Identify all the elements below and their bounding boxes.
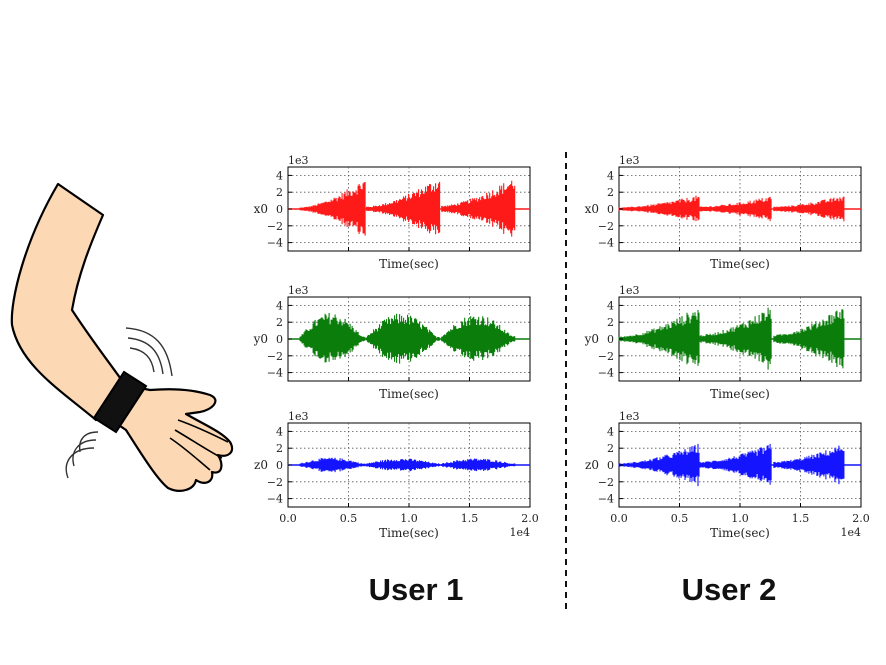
y-tick-label: −2	[598, 476, 614, 489]
x-scale-label: 1e4	[509, 526, 530, 539]
x-axis-label: Time(sec)	[379, 526, 439, 540]
y-tick-label: −2	[598, 220, 614, 233]
x-axis-label: Time(sec)	[379, 257, 439, 271]
y-tick-label: 0	[607, 459, 614, 472]
y-tick-label: −2	[267, 220, 283, 233]
signal-burst-3	[773, 309, 845, 369]
signal-burst-3	[773, 196, 845, 222]
signal-burst-1	[299, 313, 366, 363]
user-2-label: User 2	[682, 572, 777, 607]
x-tick-label: 2.0	[852, 512, 870, 525]
plot-user-2-y0: 4 2 0 −2 −4 1e3 y0 Time(sec)	[584, 284, 862, 401]
wristband-icon	[92, 370, 148, 434]
y-tick-label: 2	[607, 186, 614, 199]
signal-burst-3	[773, 445, 845, 485]
x-tick-label: 1.0	[731, 512, 749, 525]
signal-burst-2	[366, 313, 441, 364]
y-axis-label: x0	[585, 202, 599, 216]
signal-burst-2	[366, 458, 441, 472]
y-scale-label: 1e3	[619, 284, 640, 297]
x-tick-label: 0.5	[340, 512, 358, 525]
y-tick-label: 2	[276, 316, 283, 329]
x-scale-label: 1e4	[840, 526, 861, 539]
x-tick-label: 0.0	[279, 512, 297, 525]
user-1-label: User 1	[369, 572, 464, 607]
plot-user-1-z0: 4 2 0 −2 −4 0.0 0.5 1.0 1.5 2.0 1e3 1e4 z0 Time(sec)	[254, 410, 539, 540]
y-tick-label: 4	[276, 299, 283, 312]
signal-burst-2	[699, 307, 772, 370]
y-scale-label: 1e3	[288, 410, 309, 423]
y-tick-label: 4	[607, 169, 614, 182]
plot-user-1-y0: 4 2 0 −2 −4 1e3 y0 Time(sec)	[253, 284, 531, 401]
x-tick-label: 1.0	[400, 512, 418, 525]
y-tick-label: 2	[607, 316, 614, 329]
y-tick-label: 4	[276, 169, 283, 182]
y-scale-label: 1e3	[619, 410, 640, 423]
plot-user-2-z0: 4 2 0 −2 −4 0.0 0.5 1.0 1.5 2.0 1e3 1e4 z0 Time(sec)	[585, 410, 870, 540]
signal-plots: 4 2 0 −2 −4 1e3 x0 Time(sec) 4 2 0 −2 −4 1e3 y0 Time(se…	[253, 154, 870, 540]
y-tick-label: 4	[607, 299, 614, 312]
x-axis-label: Time(sec)	[379, 387, 439, 401]
y-tick-label: 0	[276, 459, 283, 472]
signal-burst-1	[299, 182, 366, 236]
y-tick-label: 0	[607, 203, 614, 216]
y-tick-label: 2	[607, 442, 614, 455]
y-axis-label: z0	[254, 458, 268, 472]
y-tick-label: −4	[598, 237, 614, 250]
y-tick-label: −2	[267, 350, 283, 363]
x-tick-label: 0.0	[610, 512, 628, 525]
y-tick-label: −4	[598, 367, 614, 380]
y-tick-label: −4	[267, 493, 283, 506]
y-axis-label: y0	[253, 332, 268, 346]
signal-burst-1	[299, 457, 366, 473]
y-tick-label: 0	[276, 333, 283, 346]
signal-burst-2	[699, 443, 772, 485]
y-tick-label: 4	[607, 425, 614, 438]
signal-burst-2	[366, 181, 441, 235]
x-tick-label: 0.5	[671, 512, 689, 525]
x-tick-label: 2.0	[521, 512, 539, 525]
y-scale-label: 1e3	[288, 154, 309, 167]
y-tick-label: 0	[276, 203, 283, 216]
y-axis-label: y0	[584, 332, 599, 346]
y-tick-label: −4	[267, 237, 283, 250]
y-scale-label: 1e3	[619, 154, 640, 167]
y-tick-label: −2	[598, 350, 614, 363]
vibration-icon	[65, 327, 173, 479]
x-tick-label: 1.5	[461, 512, 479, 525]
signal-burst-2	[699, 196, 772, 222]
y-tick-label: 2	[276, 186, 283, 199]
x-axis-label: Time(sec)	[710, 526, 770, 540]
plot-user-2-x0: 4 2 0 −2 −4 1e3 x0 Time(sec)	[585, 154, 862, 271]
x-axis-label: Time(sec)	[710, 387, 770, 401]
y-axis-label: z0	[585, 458, 599, 472]
signal-burst-3	[441, 316, 516, 361]
y-tick-label: 2	[276, 442, 283, 455]
y-tick-label: −4	[598, 493, 614, 506]
x-axis-label: Time(sec)	[710, 257, 770, 271]
y-tick-label: 0	[607, 333, 614, 346]
x-tick-label: 1.5	[792, 512, 810, 525]
y-tick-label: −2	[267, 476, 283, 489]
y-tick-label: 4	[276, 425, 283, 438]
signal-burst-3	[441, 458, 516, 472]
arm-icon	[10, 182, 234, 492]
y-tick-label: −4	[267, 367, 283, 380]
y-scale-label: 1e3	[288, 284, 309, 297]
signal-burst-3	[441, 180, 516, 237]
y-axis-label: x0	[254, 202, 268, 216]
plot-user-1-x0: 4 2 0 −2 −4 1e3 x0 Time(sec)	[254, 154, 531, 271]
